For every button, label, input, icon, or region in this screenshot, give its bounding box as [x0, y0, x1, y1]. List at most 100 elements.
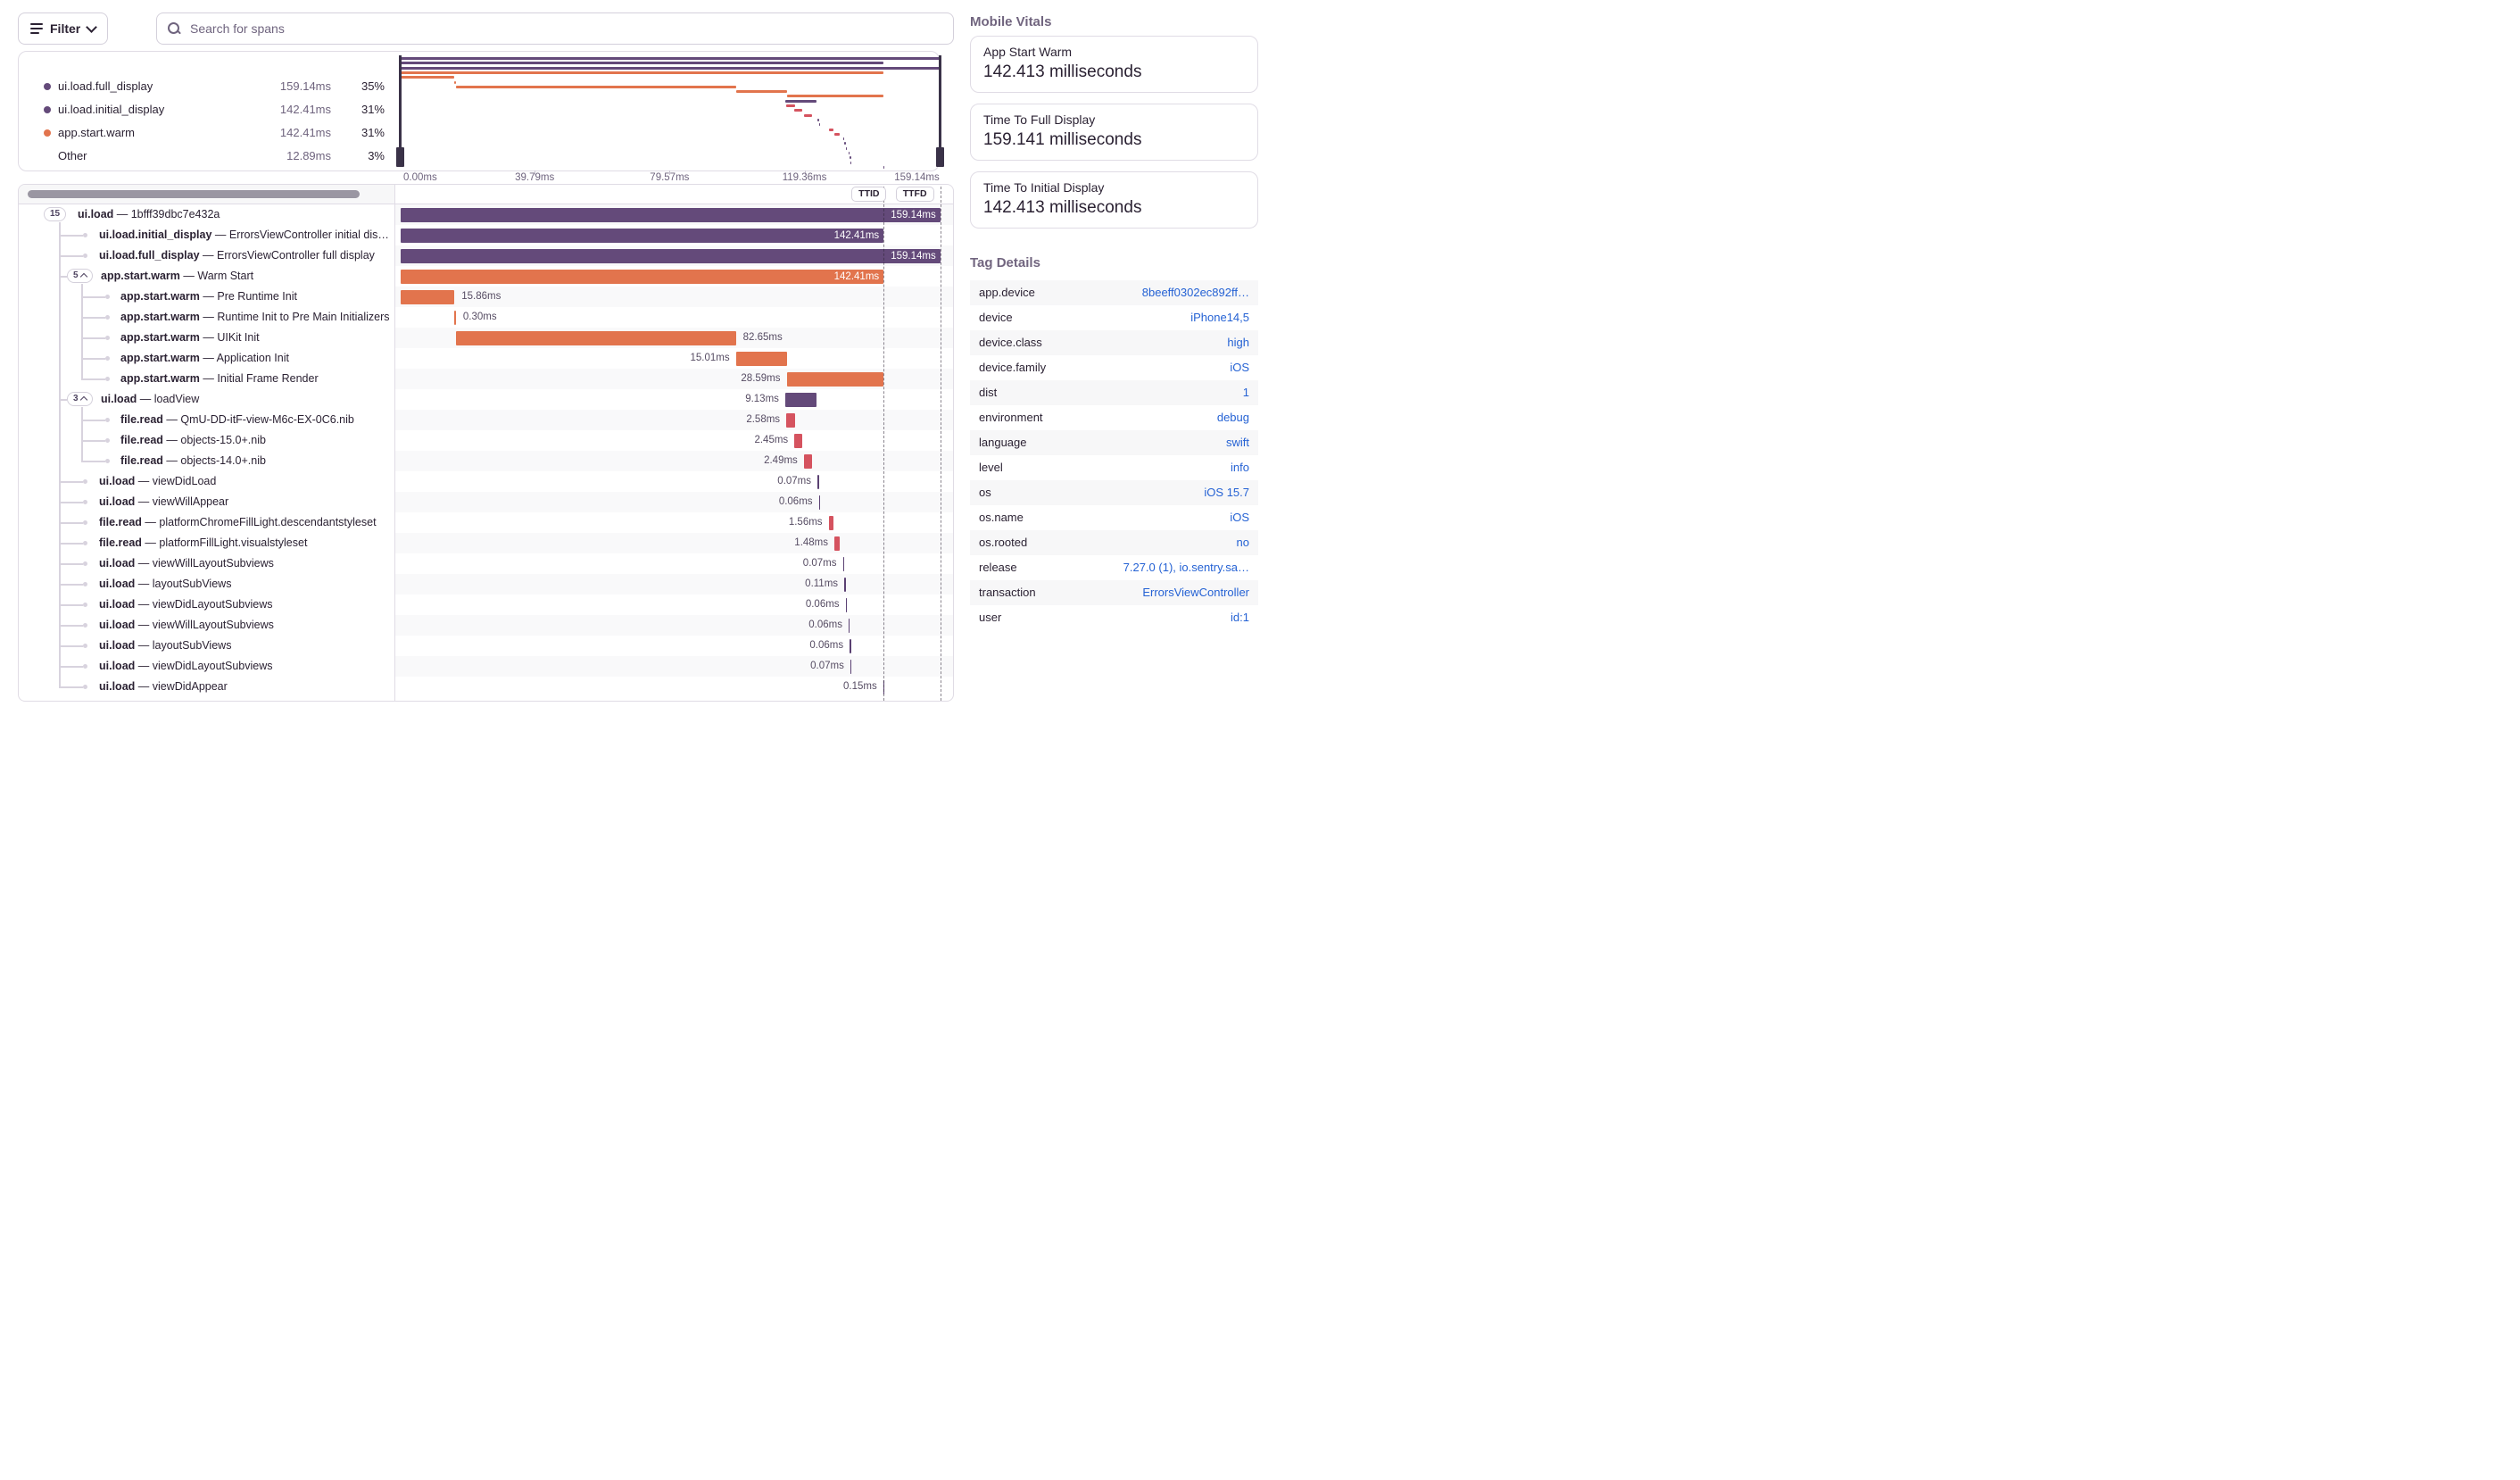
span-tree-row[interactable]: ui.load — viewDidLayoutSubviews [19, 656, 394, 677]
span-duration-bar[interactable] [850, 638, 851, 653]
span-tree-row[interactable]: ui.load — viewWillAppear [19, 492, 394, 512]
minimap-span-bar [850, 156, 851, 160]
filter-button[interactable]: Filter [18, 12, 109, 45]
span-children-badge[interactable]: 5 [67, 269, 93, 283]
span-duration-bar[interactable] [455, 330, 736, 345]
span-label: app.start.warm — Pre Runtime Init [120, 290, 297, 303]
trace-view-app: Filter ui.load.full_display159.14ms35%ui… [0, 0, 1260, 740]
span-tree-row[interactable]: 5 app.start.warm — Warm Start [19, 266, 394, 287]
span-duration-bar[interactable] [784, 392, 817, 407]
span-tree-row[interactable]: ui.load — layoutSubViews [19, 574, 394, 594]
span-tree-row[interactable]: ui.load — viewWillLayoutSubviews [19, 553, 394, 574]
span-duration-bar[interactable]: 159.14ms [401, 248, 941, 263]
tag-value-link[interactable]: no [1236, 536, 1249, 549]
span-duration-bar[interactable] [803, 453, 813, 469]
tag-value-link[interactable]: debug [1216, 411, 1249, 424]
span-duration-bar[interactable] [786, 371, 884, 387]
span-duration-bar[interactable]: 142.41ms [401, 228, 884, 243]
span-tree-row[interactable]: file.read — objects-14.0+.nib [19, 451, 394, 471]
span-tree-row[interactable]: ui.load — viewDidAppear [19, 677, 394, 697]
span-duration-bar[interactable]: 159.14ms [401, 207, 941, 222]
span-duration-bar[interactable] [401, 289, 455, 304]
tag-value-link[interactable]: iPhone14,5 [1190, 311, 1249, 324]
span-children-badge[interactable]: 15 [44, 207, 67, 221]
tag-value-link[interactable]: high [1227, 336, 1249, 349]
span-tree-row[interactable]: 3 ui.load — loadView [19, 389, 394, 410]
span-label: app.start.warm — Initial Frame Render [120, 372, 319, 385]
span-duration-bar[interactable] [454, 310, 456, 325]
tag-value-link[interactable]: iOS 15.7 [1204, 486, 1249, 499]
span-duration-bar[interactable] [834, 536, 840, 551]
span-tree-row[interactable]: 15 ui.load — 1bfff39dbc7e432a [19, 204, 394, 225]
span-duration-bar[interactable] [794, 433, 803, 448]
span-duration-label: 0.06ms [809, 640, 844, 651]
tag-value-link[interactable]: id:1 [1231, 611, 1249, 624]
span-tree-row[interactable]: app.start.warm — Initial Frame Render [19, 369, 394, 389]
span-duration-bar[interactable] [817, 474, 819, 489]
minimap-span-bar [834, 132, 840, 136]
minimap-left-handle-grip[interactable] [396, 147, 404, 167]
span-tree-row[interactable]: app.start.warm — UIKit Init [19, 328, 394, 348]
tag-value-link[interactable]: 7.27.0 (1), io.sentry.sa… [1123, 561, 1249, 574]
tag-key: os.name [979, 511, 1024, 524]
span-duration-bar[interactable] [735, 351, 787, 366]
legend-item: ui.load.initial_display 142.41ms 31% [19, 102, 939, 118]
legend-item: ui.load.full_display 159.14ms 35% [19, 79, 939, 95]
span-duration-bar[interactable] [845, 597, 848, 612]
tree-scrollbar-thumb[interactable] [28, 190, 360, 198]
span-tree-row[interactable]: ui.load — viewDidLayoutSubviews [19, 594, 394, 615]
minimap-left-handle[interactable] [399, 55, 402, 167]
tag-value-link[interactable]: iOS [1230, 361, 1249, 374]
tag-value-link[interactable]: iOS [1230, 511, 1249, 524]
tree-chart-divider [394, 185, 395, 701]
tag-value-link[interactable]: 1 [1242, 386, 1249, 399]
span-children-badge[interactable]: 3 [67, 392, 93, 406]
span-duration-bar[interactable] [786, 412, 795, 428]
span-tree-row[interactable]: app.start.warm — Application Init [19, 348, 394, 369]
tag-key: device [979, 311, 1013, 324]
span-tree-row[interactable]: file.read — objects-15.0+.nib [19, 430, 394, 451]
tree-connector [81, 407, 83, 461]
span-tree-row[interactable]: file.read — platformFillLight.visualstyl… [19, 533, 394, 553]
span-duration-bar[interactable] [842, 556, 845, 571]
span-duration-label: 159.14ms [891, 209, 936, 220]
ttfd-button[interactable]: TTFD [895, 187, 934, 202]
span-tree-row[interactable]: ui.load — layoutSubViews [19, 636, 394, 656]
span-tree-row[interactable]: ui.load.initial_display — ErrorsViewCont… [19, 225, 394, 245]
search-input[interactable] [188, 21, 943, 37]
span-tree-row[interactable]: ui.load — viewWillLayoutSubviews [19, 615, 394, 636]
span-duration-bar[interactable] [818, 495, 821, 510]
span-tree-row[interactable]: file.read — QmU-DD-itF-view-M6c-EX-0C6.n… [19, 410, 394, 430]
tag-key: os.rooted [979, 536, 1028, 549]
span-tree-row[interactable]: ui.load.full_display — ErrorsViewControl… [19, 245, 394, 266]
minimap-right-handle-grip[interactable] [936, 147, 944, 167]
span-label: ui.load — viewDidLayoutSubviews [99, 660, 273, 672]
minimap-span-bar [803, 113, 813, 117]
span-duration-bar[interactable] [844, 577, 846, 592]
span-duration-bar[interactable] [850, 659, 852, 674]
tag-value-link[interactable]: swift [1226, 436, 1249, 449]
span-label: app.start.warm — Application Init [120, 352, 289, 364]
span-duration-label: 2.58ms [746, 414, 781, 425]
span-duration-label: 15.86ms [461, 291, 502, 302]
tag-value-link[interactable]: 8beeff0302ec892ff… [1141, 286, 1249, 299]
span-label: ui.load — layoutSubViews [99, 639, 232, 652]
tag-value-link[interactable]: ErrorsViewController [1142, 586, 1249, 599]
span-tree-row[interactable]: ui.load — viewDidLoad [19, 471, 394, 492]
span-duration-bar[interactable]: 142.41ms [401, 269, 884, 284]
span-tree-row[interactable]: app.start.warm — Pre Runtime Init [19, 287, 394, 307]
span-duration-bar[interactable] [848, 618, 850, 633]
span-tree-row[interactable]: file.read — platformChromeFillLight.desc… [19, 512, 394, 533]
span-duration-bar[interactable] [828, 515, 834, 530]
minimap-span-bar [842, 137, 845, 141]
tag-value-link[interactable]: info [1231, 461, 1249, 474]
ttid-button[interactable]: TTID [851, 187, 887, 202]
span-search-box[interactable] [156, 12, 954, 45]
span-tree-row[interactable]: app.start.warm — Runtime Init to Pre Mai… [19, 307, 394, 328]
minimap-span-bar [455, 85, 736, 88]
span-label: file.read — platformChromeFillLight.desc… [99, 516, 377, 528]
minimap-right-handle[interactable] [939, 55, 941, 167]
tag-row: dist 1 [970, 380, 1258, 405]
minimap-span-bar [401, 57, 941, 60]
tag-key: environment [979, 411, 1043, 424]
